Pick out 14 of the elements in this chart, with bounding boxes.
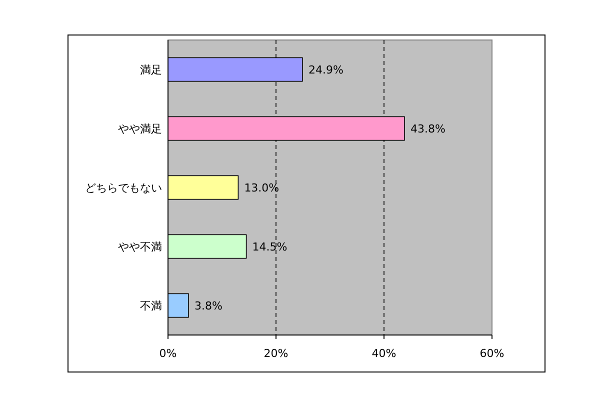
y-tick-label: 不満 xyxy=(140,300,162,312)
x-tick-label: 40% xyxy=(372,347,396,360)
data-label: 3.8% xyxy=(194,300,222,312)
x-tick-label: 20% xyxy=(264,347,288,360)
y-tick-label: 満足 xyxy=(140,64,162,76)
data-label: 14.5% xyxy=(252,240,288,254)
data-label: 24.9% xyxy=(308,64,344,76)
y-tick-label: やや不満 xyxy=(118,240,162,254)
y-tick-label: どちらでもない xyxy=(85,182,162,194)
x-tick-label: 0% xyxy=(159,347,177,360)
x-tick-label: 60% xyxy=(480,347,504,360)
data-label: 13.0% xyxy=(244,182,280,194)
data-label: 43.8% xyxy=(410,122,446,136)
y-tick-label: やや満足 xyxy=(118,122,162,136)
